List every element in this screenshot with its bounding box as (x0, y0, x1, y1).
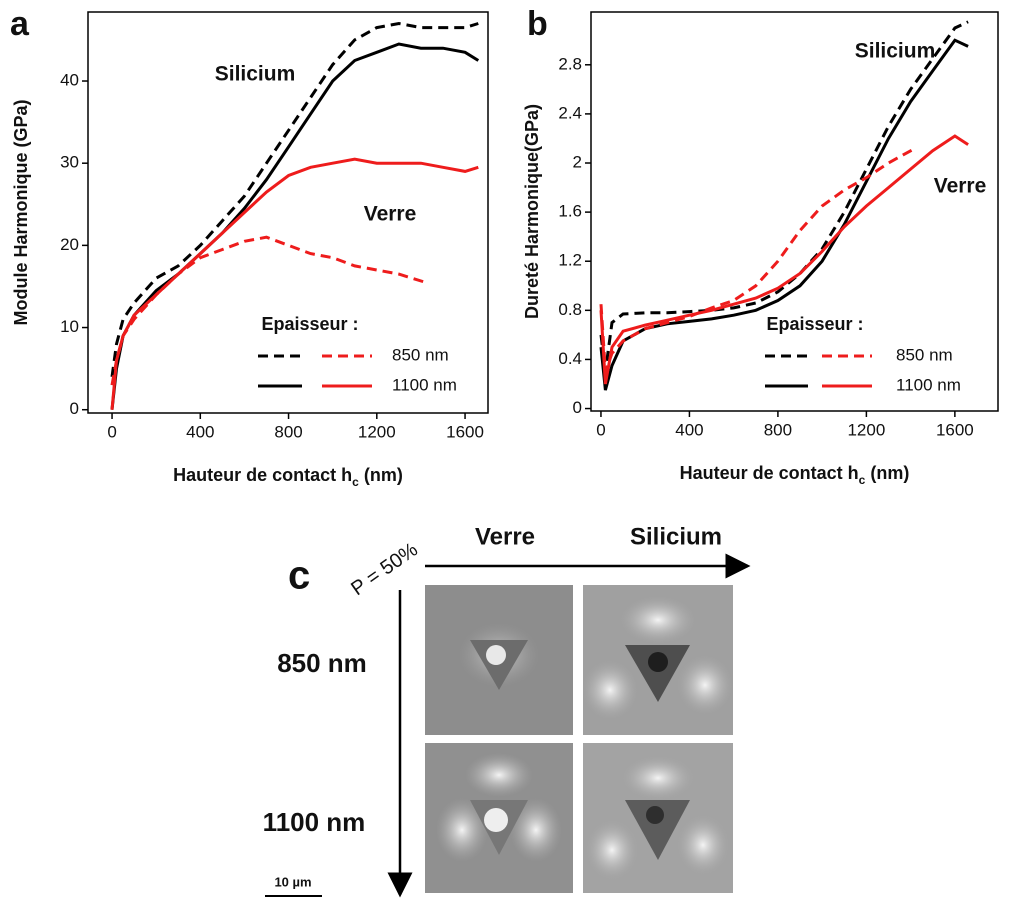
x-tick-label: 400 (675, 420, 703, 439)
data-line (110, 235, 426, 386)
column-label: Verre (475, 523, 535, 550)
micrograph (583, 743, 733, 893)
legend-title: Epaisseur : (261, 314, 358, 334)
y-tick-label: 1.2 (558, 251, 582, 270)
chart: a 0 400 800 1200 1600 0 10 20 30 40 Hauteur de cont… (10, 5, 489, 489)
data-line (110, 21, 479, 378)
micrograph (425, 743, 573, 893)
pressure-label: P = 50% (347, 539, 422, 601)
micrograph (582, 585, 733, 735)
x-tick-label: 800 (274, 422, 302, 441)
annotation: Verre (934, 175, 987, 198)
legend-label: 850 nm (392, 345, 449, 364)
y-tick-label: 0 (70, 399, 79, 418)
y-tick-label: 1.6 (558, 202, 582, 221)
annotation: Verre (364, 203, 417, 226)
row-label: 1100 nm (263, 807, 366, 837)
column-label: Silicium (630, 523, 722, 550)
chart: b 0 400 800 1200 1600 0 0.4 0.8 1.2 1.6 2 2.4 2.8 Haut… (522, 5, 999, 487)
data-line (599, 20, 969, 372)
legend-title: Epaisseur : (766, 314, 863, 334)
panel-label: b (527, 5, 548, 43)
x-axis-label-part: Hauteur de contact h (680, 463, 859, 483)
y-axis-label: Module Harmonique (GPa) (11, 99, 31, 325)
x-tick-label: 1200 (358, 422, 396, 441)
micrograph (425, 585, 573, 735)
x-tick-label: 1200 (847, 420, 885, 439)
legend: Epaisseur : 850 nm 1100 nm (258, 314, 457, 394)
y-tick-label: 10 (60, 317, 79, 336)
y-axis-label: Dureté Harmonique(GPa) (522, 104, 542, 319)
y-tick-label: 20 (60, 235, 79, 254)
y-tick-label: 2.8 (558, 54, 582, 73)
data-line (599, 38, 969, 391)
x-axis-label-part: (nm) (865, 463, 909, 483)
annotation: Silicium (855, 40, 936, 63)
legend: Epaisseur : 850 nm 1100 nm (765, 314, 961, 394)
x-tick-label: 1600 (446, 422, 484, 441)
annotation: Silicium (215, 63, 296, 86)
panel-label: a (10, 5, 30, 43)
y-tick-label: 40 (60, 71, 79, 90)
x-tick-label: 1600 (936, 420, 974, 439)
x-axis-label-part: c (859, 473, 866, 487)
x-axis-label: Hauteur de contact hc (nm) (680, 463, 910, 487)
panel-c: c P = 50% Verre Silicium 850 nm 1100 nm … (263, 523, 751, 898)
y-tick-label: 0.4 (558, 349, 582, 368)
x-axis-label-part: c (352, 475, 359, 489)
legend-label: 1100 nm (896, 375, 961, 394)
x-tick-label: 800 (764, 420, 792, 439)
scale-label: 10 µm (274, 874, 311, 889)
row-label: 850 nm (277, 648, 367, 678)
y-tick-label: 2.4 (558, 103, 582, 122)
y-tick-label: 0 (573, 398, 582, 417)
x-axis-label-part: (nm) (359, 465, 403, 485)
data-line (599, 134, 969, 385)
x-tick-label: 0 (596, 420, 605, 439)
x-tick-label: 400 (186, 422, 214, 441)
y-tick-label: 30 (60, 153, 79, 172)
legend-label: 850 nm (896, 345, 953, 364)
legend-label: 1100 nm (392, 375, 457, 394)
x-tick-label: 0 (107, 422, 116, 441)
x-axis-label-part: Hauteur de contact h (173, 465, 352, 485)
data-line (599, 146, 916, 373)
data-line (110, 157, 479, 410)
x-axis-label: Hauteur de contact hc (nm) (173, 465, 403, 489)
y-tick-label: 0.8 (558, 300, 582, 319)
panel-label: c (288, 554, 310, 598)
y-tick-label: 2 (573, 152, 582, 171)
